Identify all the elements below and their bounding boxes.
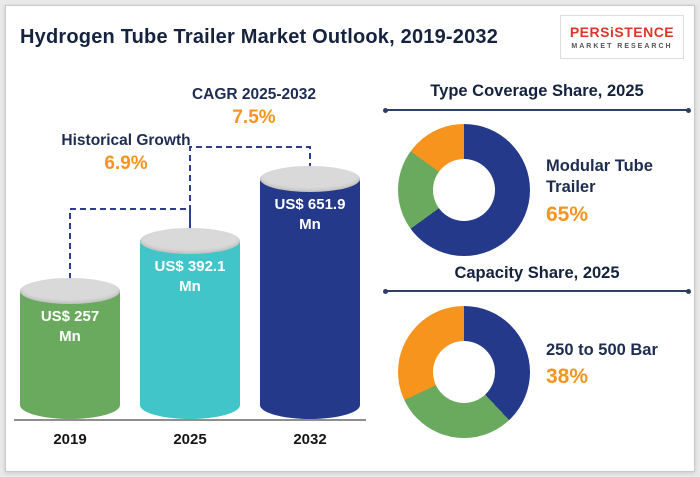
callout-label: Modular Tube Trailer: [546, 157, 653, 197]
callout-value: 65%: [546, 202, 589, 226]
cylinder-top: [140, 228, 240, 254]
donut-chart-type-coverage: [398, 124, 530, 256]
donut-panel: Type Coverage Share, 2025 Modular Tube T…: [382, 68, 692, 468]
bar-chart: Historical Growth 6.9% CAGR 2025-2032 7.…: [14, 61, 374, 461]
divider-line: [383, 288, 691, 294]
donut2-title: Capacity Share, 2025: [454, 264, 620, 282]
bar-2019: US$ 257 Mn: [20, 278, 120, 419]
x-axis-line: [14, 419, 366, 421]
x-tick-2032: 2032: [293, 431, 327, 448]
bar-value-label: US$ 651.9 Mn: [274, 196, 346, 233]
bar-value-label: US$ 392.1 Mn: [154, 258, 226, 295]
bar-value-label: US$ 257 Mn: [40, 308, 100, 345]
donut-chart-capacity: [398, 306, 530, 438]
page-title: Hydrogen Tube Trailer Market Outlook, 20…: [20, 26, 499, 48]
infographic-card: Hydrogen Tube Trailer Market Outlook, 20…: [5, 5, 695, 472]
cylinder-top: [20, 278, 120, 304]
annotation-cagr: CAGR 2025-2032 7.5%: [174, 85, 334, 129]
growth-connector-lines: [69, 146, 311, 289]
annotation-value: 7.5%: [232, 107, 276, 129]
brand-subtitle: MARKET RESEARCH: [571, 43, 673, 50]
cylinder-top: [260, 166, 360, 192]
annotation-label: Historical Growth: [61, 132, 191, 149]
callout-label: 250 to 500 Bar: [546, 341, 658, 359]
bar-2032: US$ 651.9 Mn: [260, 166, 360, 419]
brand-logo: PERSiSTENCE MARKET RESEARCH: [560, 15, 684, 59]
historical-growth-bracket: [69, 208, 191, 289]
x-tick-2019: 2019: [53, 431, 87, 448]
callout-value: 38%: [546, 365, 589, 389]
x-tick-2025: 2025: [173, 431, 207, 448]
donut2-callout: 250 to 500 Bar 38%: [546, 340, 676, 389]
cagr-bracket: [189, 146, 311, 231]
bar-2025: US$ 392.1 Mn: [140, 228, 240, 419]
donut1-title: Type Coverage Share, 2025: [430, 82, 644, 100]
cylinder-body: [260, 179, 360, 419]
brand-name: PERSiSTENCE: [569, 24, 675, 40]
cylinder-body: [140, 241, 240, 419]
annotation-value: 6.9%: [104, 153, 148, 175]
annotation-historical-growth: Historical Growth 6.9%: [46, 131, 206, 175]
cylinder-body: [20, 291, 120, 419]
annotation-label: CAGR 2025-2032: [191, 86, 317, 103]
donut1-callout: Modular Tube Trailer 65%: [546, 156, 676, 227]
divider-line: [383, 107, 691, 113]
